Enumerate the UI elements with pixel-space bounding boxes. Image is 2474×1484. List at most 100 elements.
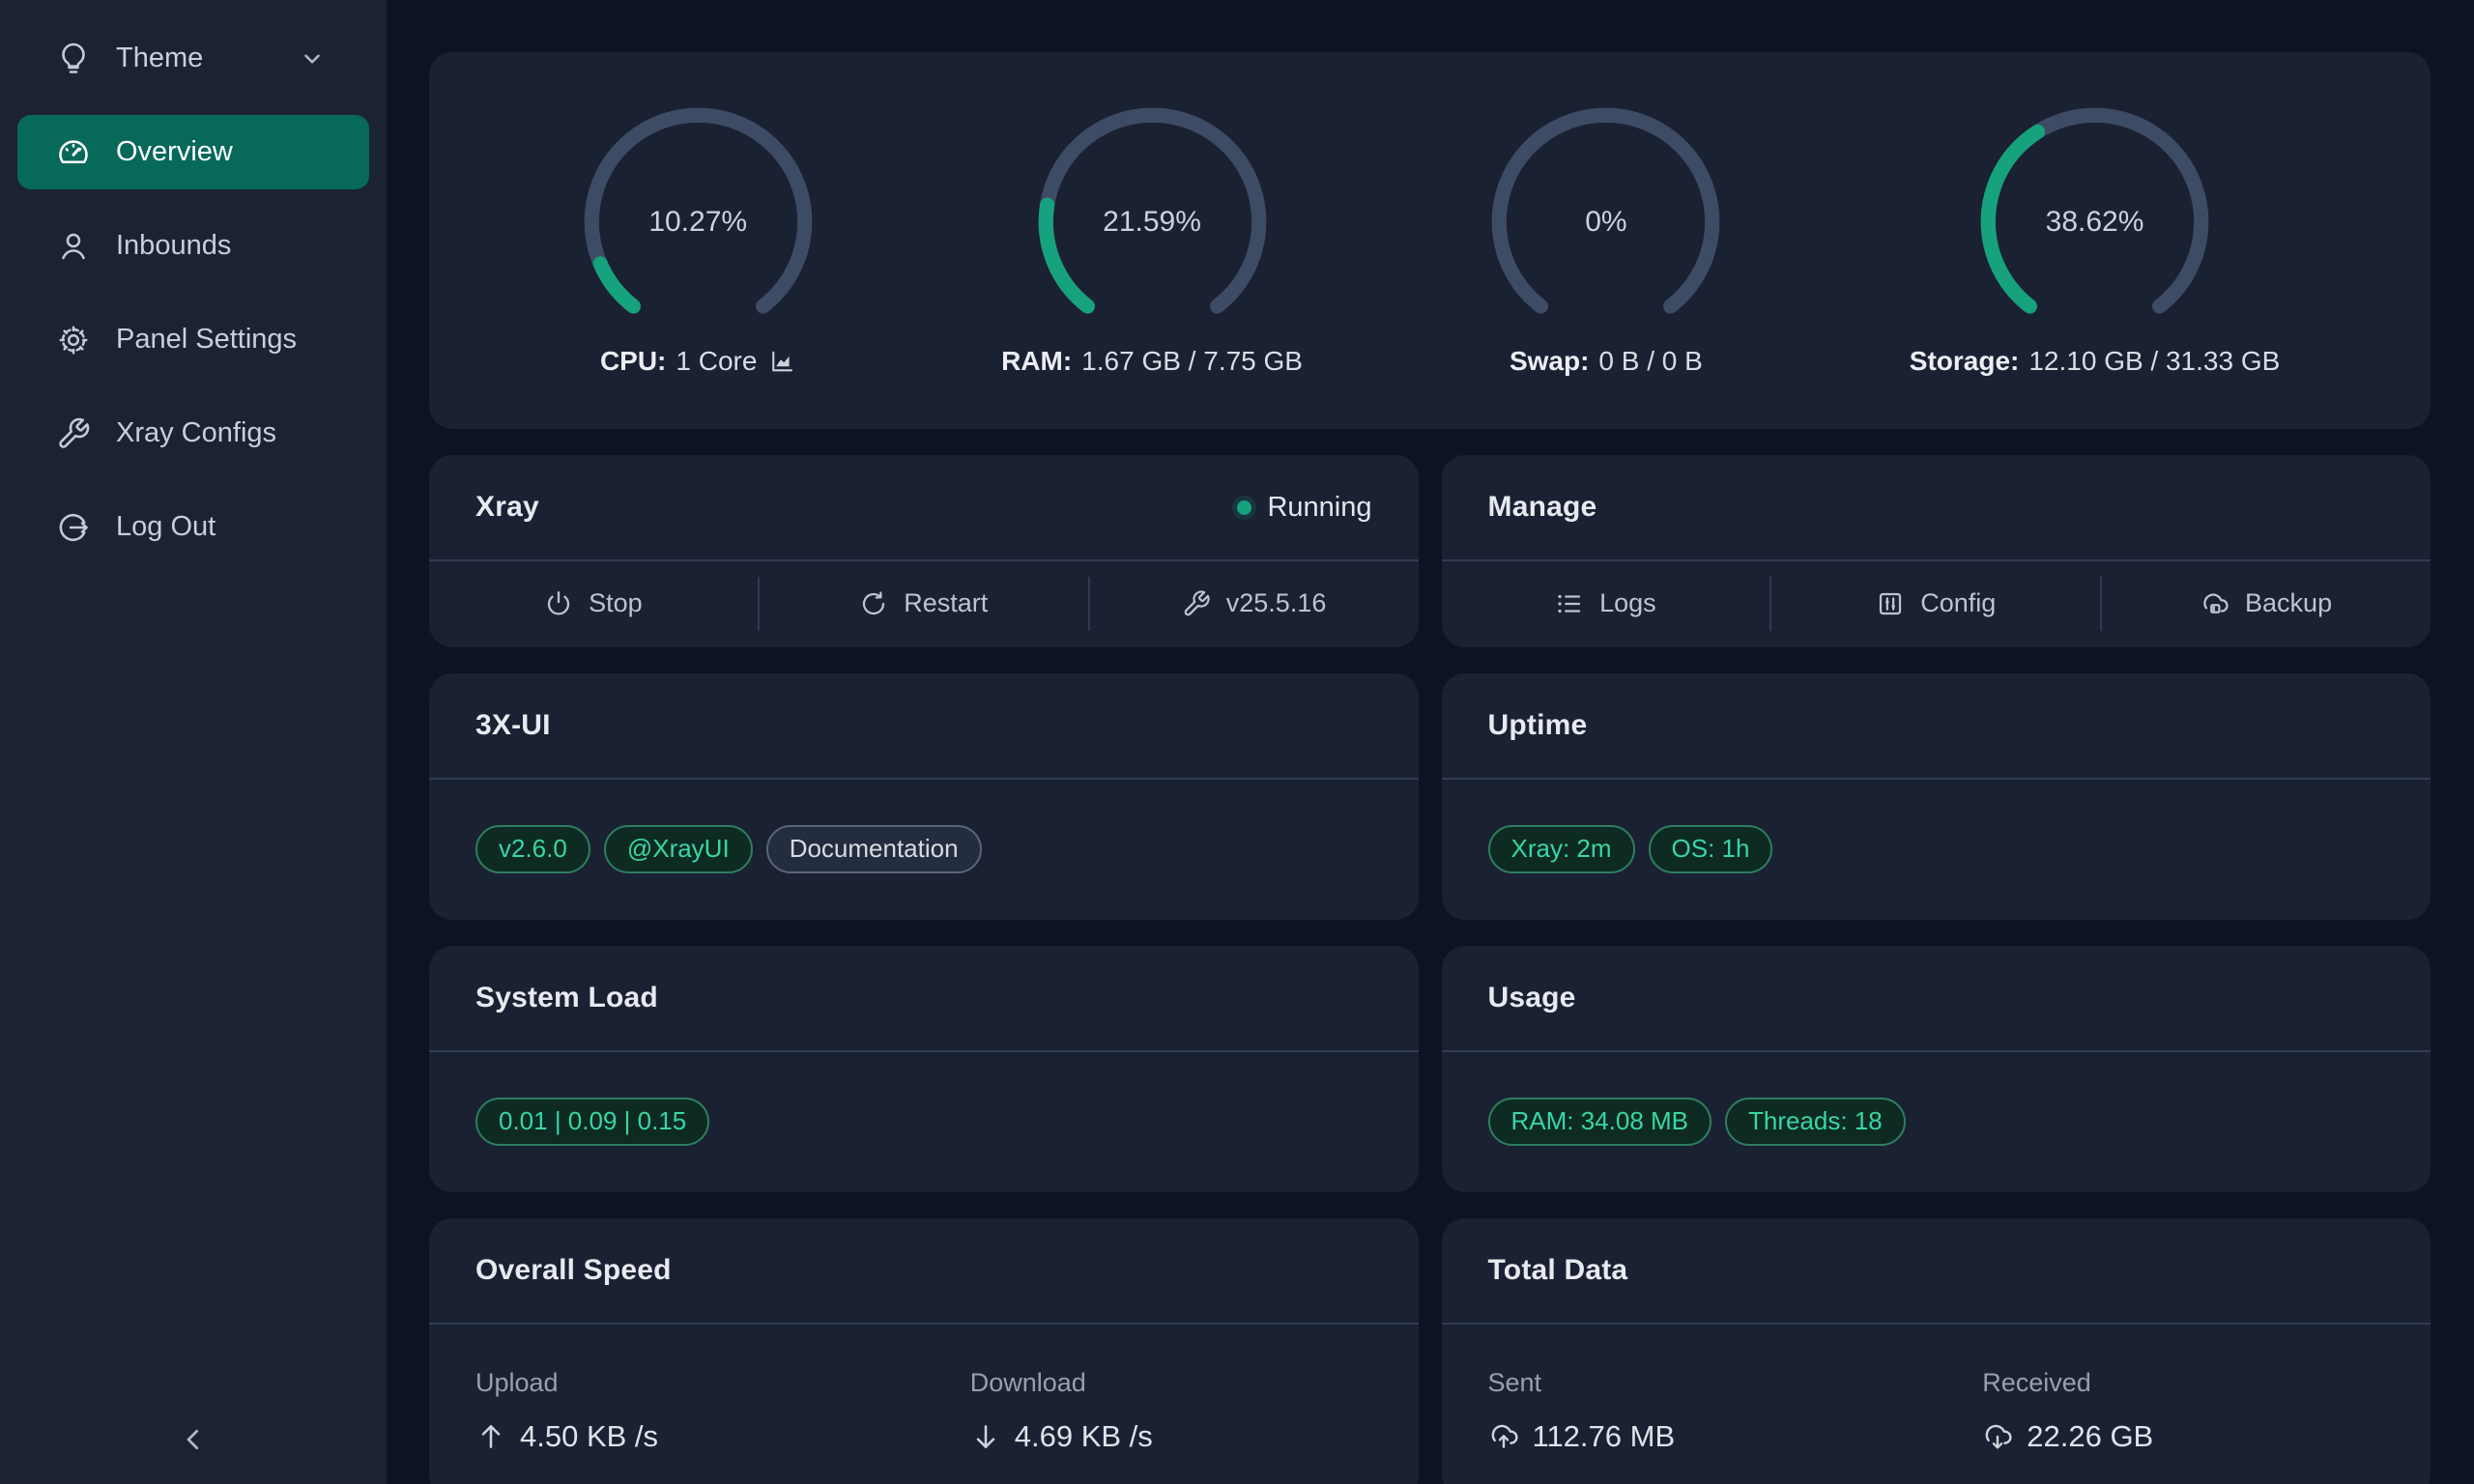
chevron-left-icon bbox=[179, 1425, 208, 1454]
uptime-card: Uptime Xray: 2m OS: 1h bbox=[1441, 673, 2431, 920]
received-stat: Received 22.26 GB bbox=[1936, 1368, 2431, 1454]
main-content: 10.27% CPU: 1 Core 21.59% bbox=[387, 0, 2474, 1484]
divider bbox=[1769, 576, 1772, 631]
total-data-card-title: Total Data bbox=[1487, 1254, 1628, 1286]
ram-label-rest: 1.67 GB / 7.75 GB bbox=[1081, 346, 1303, 376]
swap-gauge: 0% Swap: 0 B / 0 B bbox=[1487, 103, 1724, 378]
divider bbox=[1087, 576, 1090, 631]
backup-button-label: Backup bbox=[2245, 588, 2333, 617]
ram-gauge: 21.59% RAM: 1.67 GB / 7.75 GB bbox=[1001, 103, 1303, 378]
sidebar-collapse-button[interactable] bbox=[0, 1413, 387, 1467]
config-button-label: Config bbox=[1920, 588, 1997, 617]
threads-badge: Threads: 18 bbox=[1725, 1097, 1906, 1146]
divider bbox=[2100, 576, 2103, 631]
os-uptime-badge: OS: 1h bbox=[1648, 824, 1773, 873]
sidebar-item-logout[interactable]: Log Out bbox=[17, 490, 369, 564]
uptime-card-title: Uptime bbox=[1487, 709, 1588, 741]
overall-speed-card-title: Overall Speed bbox=[475, 1254, 672, 1286]
status-dot-icon bbox=[1237, 499, 1252, 515]
sidebar-item-panel-settings[interactable]: Panel Settings bbox=[17, 302, 369, 377]
usage-card-title: Usage bbox=[1487, 982, 1576, 1013]
ram-label-strong: RAM: bbox=[1001, 346, 1073, 376]
cloud-download-icon bbox=[1982, 1421, 2013, 1452]
xray-version-button[interactable]: v25.5.16 bbox=[1090, 588, 1419, 618]
system-gauges-card: 10.27% CPU: 1 Core 21.59% bbox=[429, 52, 2431, 429]
storage-label-strong: Storage: bbox=[1909, 346, 2020, 376]
cpu-label-rest: 1 Core bbox=[676, 346, 758, 376]
load-average-badge: 0.01 | 0.09 | 0.15 bbox=[475, 1097, 710, 1146]
xray-card: Xray Running Stop bbox=[429, 455, 1419, 647]
user-icon bbox=[56, 229, 91, 264]
stop-button[interactable]: Stop bbox=[429, 588, 758, 618]
chevron-down-icon bbox=[300, 46, 325, 71]
documentation-badge[interactable]: Documentation bbox=[765, 824, 982, 873]
arrow-down-icon bbox=[970, 1421, 1001, 1452]
sidebar: Theme Overview Inbounds bbox=[0, 0, 387, 1484]
swap-label-rest: 0 B / 0 B bbox=[1598, 346, 1703, 376]
sidebar-item-label: Panel Settings bbox=[116, 324, 298, 355]
area-chart-icon[interactable] bbox=[768, 348, 795, 375]
swap-label: Swap: 0 B / 0 B bbox=[1510, 345, 1703, 378]
backup-button[interactable]: Backup bbox=[2102, 588, 2431, 618]
sent-label: Sent bbox=[1487, 1367, 1542, 1397]
xray-card-title: Xray bbox=[475, 491, 539, 523]
sidebar-item-label: Inbounds bbox=[116, 230, 232, 261]
power-icon bbox=[544, 589, 573, 618]
download-value: 4.69 KB /s bbox=[1014, 1418, 1153, 1453]
upload-value: 4.50 KB /s bbox=[520, 1418, 659, 1453]
xray-status: Running bbox=[1237, 492, 1372, 524]
bulb-icon bbox=[56, 42, 91, 76]
divider bbox=[757, 576, 760, 631]
xui-card-title: 3X-UI bbox=[475, 709, 551, 741]
xui-telegram-badge[interactable]: @XrayUI bbox=[603, 824, 753, 873]
logs-button-label: Logs bbox=[1599, 588, 1656, 617]
restart-button[interactable]: Restart bbox=[760, 588, 1088, 618]
sidebar-item-theme[interactable]: Theme bbox=[17, 21, 369, 96]
storage-percent: 38.62% bbox=[2045, 205, 2144, 238]
xui-card: 3X-UI v2.6.0 @XrayUI Documentation bbox=[429, 673, 1419, 920]
logs-button[interactable]: Logs bbox=[1442, 588, 1770, 618]
download-label: Download bbox=[969, 1367, 1086, 1397]
total-data-card: Total Data Sent 112.76 MB bbox=[1441, 1218, 2431, 1484]
sliders-icon bbox=[1876, 589, 1905, 618]
sidebar-item-overview[interactable]: Overview bbox=[17, 115, 369, 189]
storage-label-rest: 12.10 GB / 31.33 GB bbox=[2028, 346, 2281, 376]
gear-icon bbox=[56, 323, 91, 357]
stop-button-label: Stop bbox=[589, 588, 643, 617]
cloud-server-icon bbox=[2201, 589, 2229, 618]
xui-version-badge[interactable]: v2.6.0 bbox=[475, 824, 590, 873]
sent-value: 112.76 MB bbox=[1532, 1418, 1676, 1453]
wrench-icon bbox=[56, 416, 91, 451]
cpu-gauge: 10.27% CPU: 1 Core bbox=[580, 103, 817, 378]
xray-uptime-badge: Xray: 2m bbox=[1487, 824, 1635, 873]
wrench-icon bbox=[1182, 589, 1211, 618]
storage-label: Storage: 12.10 GB / 31.33 GB bbox=[1910, 345, 2281, 378]
upload-stat: Upload 4.50 KB /s bbox=[429, 1368, 924, 1454]
cpu-label-strong: CPU: bbox=[599, 346, 667, 376]
ram-label: RAM: 1.67 GB / 7.75 GB bbox=[1001, 345, 1303, 378]
sidebar-item-label: Theme bbox=[116, 43, 204, 73]
overall-speed-card: Overall Speed Upload 4.50 KB /s bbox=[429, 1218, 1419, 1484]
swap-percent: 0% bbox=[1585, 205, 1627, 238]
xray-version-label: v25.5.16 bbox=[1225, 588, 1327, 617]
sidebar-item-inbounds[interactable]: Inbounds bbox=[17, 209, 369, 283]
upload-label: Upload bbox=[475, 1367, 559, 1397]
sidebar-item-label: Log Out bbox=[116, 511, 216, 542]
download-stat: Download 4.69 KB /s bbox=[924, 1368, 1419, 1454]
cloud-upload-icon bbox=[1488, 1421, 1519, 1452]
received-label: Received bbox=[1982, 1367, 2091, 1397]
system-load-card: System Load 0.01 | 0.09 | 0.15 bbox=[429, 946, 1419, 1192]
config-button[interactable]: Config bbox=[1771, 588, 2100, 618]
received-value: 22.26 GB bbox=[2027, 1418, 2154, 1453]
ram-usage-badge: RAM: 34.08 MB bbox=[1487, 1097, 1712, 1146]
arrow-up-icon bbox=[475, 1421, 506, 1452]
restart-button-label: Restart bbox=[904, 588, 989, 617]
cpu-label: CPU: 1 Core bbox=[600, 345, 796, 378]
storage-gauge: 38.62% Storage: 12.10 GB / 31.33 GB bbox=[1910, 103, 2281, 378]
sidebar-item-xray-configs[interactable]: Xray Configs bbox=[17, 396, 369, 471]
list-icon bbox=[1555, 589, 1584, 618]
restart-icon bbox=[859, 589, 888, 618]
cpu-percent: 10.27% bbox=[648, 205, 748, 238]
manage-card-title: Manage bbox=[1487, 491, 1597, 523]
swap-label-strong: Swap: bbox=[1509, 346, 1590, 376]
